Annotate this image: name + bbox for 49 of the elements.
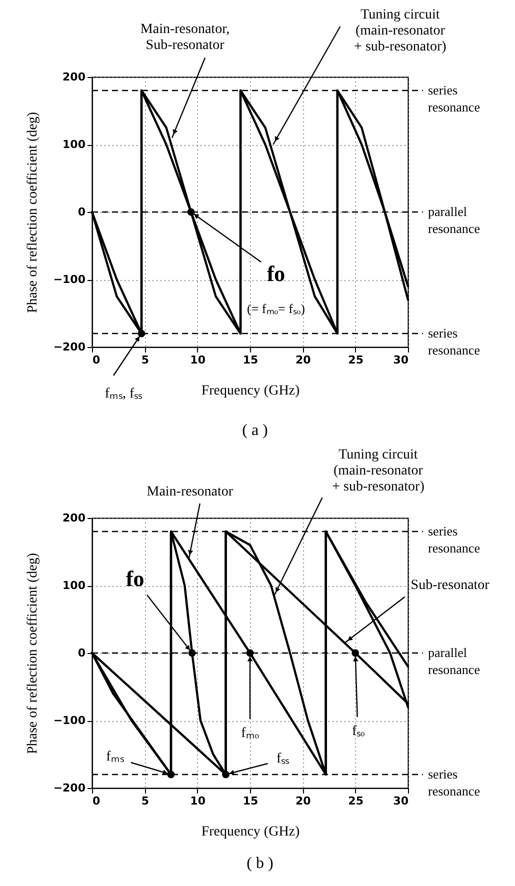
y-tick-label: −100 xyxy=(53,714,86,727)
y-tick-label: 100 xyxy=(62,579,86,592)
x-tick-label: 25 xyxy=(348,354,364,366)
annotation: Tuning circuit (main-resonator + sub-resonator) xyxy=(354,8,447,54)
text: ( a ) xyxy=(242,422,268,439)
annotation: fₘₛ, fₛₛ xyxy=(104,386,142,402)
ref-line-label: parallel resonance xyxy=(428,204,480,236)
x-tick-label: 5 xyxy=(141,354,149,366)
ref-line-label: series resonance xyxy=(428,326,480,358)
y-tick-label: −200 xyxy=(53,782,86,794)
annotation: fo xyxy=(126,566,144,591)
annotation: fₘₛ xyxy=(106,750,124,764)
x-tick-label: 0 xyxy=(92,794,100,808)
y-axis-title: Phase of reflection coefficient (deg) xyxy=(25,112,40,314)
x-tick-label: 0 xyxy=(92,354,100,366)
y-tick-label: −200 xyxy=(53,340,86,354)
ref-line-label: series resonance xyxy=(428,524,480,556)
x-tick-label: 15 xyxy=(242,794,258,808)
annotation: fₘₒ xyxy=(241,726,259,741)
x-axis-title: Frequency (GHz) xyxy=(201,384,300,398)
x-tick-label: 30 xyxy=(393,354,409,366)
y-tick-label: 0 xyxy=(78,206,86,218)
x-axis-title: Frequency (GHz) xyxy=(201,824,300,840)
y-axis-title: Phase of reflection coefficient (deg) xyxy=(25,552,40,754)
annotation: Tuning circuit (main-resonator + sub-resonator) xyxy=(332,448,425,495)
annotation: fₛₒ xyxy=(352,724,365,739)
x-tick-label: 10 xyxy=(190,354,206,366)
x-tick-label: 10 xyxy=(190,794,206,808)
annotation: fo xyxy=(266,261,286,286)
y-tick-label: 200 xyxy=(62,512,86,524)
ref-line-label: series resonance xyxy=(428,82,480,114)
y-tick-label: −100 xyxy=(53,273,86,286)
annotation: Main-resonator, Sub-resonator xyxy=(140,22,230,53)
y-tick-label: 200 xyxy=(62,70,86,84)
ref-line-label: series resonance xyxy=(428,766,480,798)
x-tick-label: 15 xyxy=(242,354,258,366)
annotation: Main-resonator xyxy=(146,484,234,500)
ref-line-label: parallel resonance xyxy=(428,645,480,677)
y-tick-label: 100 xyxy=(62,138,86,151)
annotation: fₛₛ xyxy=(276,752,290,766)
y-tick-label: 0 xyxy=(78,646,86,660)
x-tick-label: 5 xyxy=(141,794,149,808)
x-tick-label: 20 xyxy=(296,794,312,808)
x-tick-label: 25 xyxy=(348,794,364,808)
x-tick-label: 20 xyxy=(296,354,312,366)
annotation: Sub-resonator xyxy=(410,578,490,593)
x-tick-label: 30 xyxy=(393,794,409,808)
annotation: (= fₘₒ= fₛₒ) xyxy=(247,301,305,316)
text: ( b ) xyxy=(246,855,274,872)
